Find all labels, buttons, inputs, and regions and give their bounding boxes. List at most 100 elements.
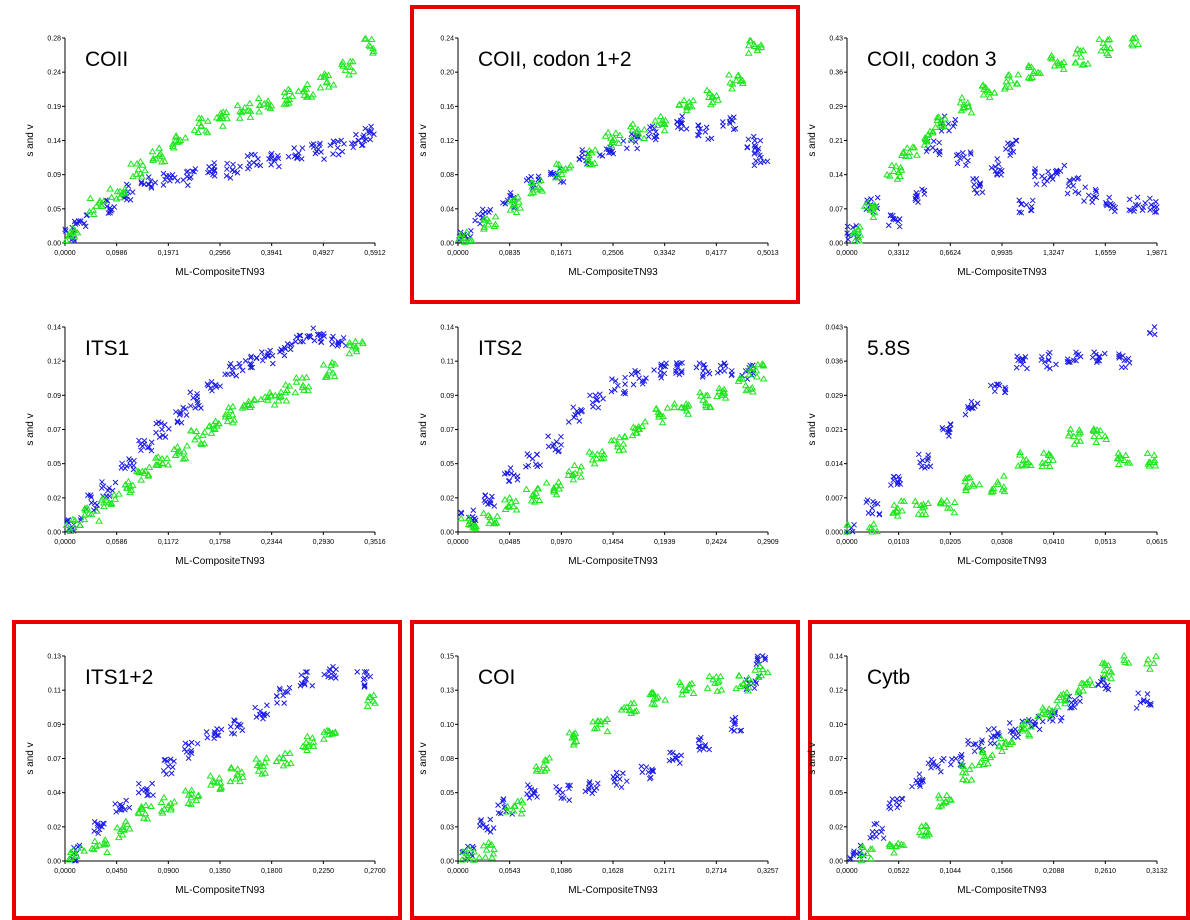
x-tick-label: 0,2610 [1095,868,1117,875]
data-point-x [1126,207,1132,213]
data-point-triangle [1079,46,1088,54]
data-point-triangle [871,201,879,209]
data-point-x [182,406,189,412]
x-tick-label: 0,3312 [888,250,910,257]
data-point-x [937,768,944,775]
data-point-triangle [87,510,96,517]
chart-title: COII, codon 3 [867,48,997,71]
data-point-triangle [920,141,929,148]
data-point-triangle [896,172,904,179]
data-point-triangle [235,114,244,121]
data-point-x [1067,178,1073,185]
data-point-x [597,152,603,158]
data-point-x [206,168,213,175]
data-point-x [239,367,246,374]
x-tick-label: 1,6559 [1095,250,1117,257]
data-point-x [334,343,341,349]
data-point-triangle [1014,70,1023,78]
data-point-x [172,409,179,415]
data-point-x [311,337,318,344]
data-point-x [674,124,681,130]
data-point-x [153,420,160,427]
data-point-x [1045,168,1052,175]
data-point-triangle [281,92,290,100]
data-point-triangle [1100,43,1109,51]
data-point-triangle [942,791,951,798]
data-point-triangle [303,93,312,100]
data-point-triangle [1149,659,1158,666]
data-point-x [148,183,155,189]
data-point-x [971,186,978,193]
data-point-triangle [1134,40,1143,47]
data-point-x [246,163,253,170]
data-point-x [1014,734,1021,741]
data-point-x [939,757,945,764]
data-point-x [104,203,110,210]
data-point-x [340,334,347,341]
chart-title: Cytb [867,666,910,689]
y-tick-label: 0.00 [47,241,61,248]
x-tick-label: 0,2506 [602,250,624,257]
data-point-x [695,122,702,129]
data-point-x [119,460,125,467]
data-point-triangle [76,521,85,529]
data-point-x [285,153,292,160]
data-point-x [158,420,165,427]
data-point-triangle [349,67,358,75]
data-point-x [458,510,465,517]
y-tick-label: 0.24 [440,36,454,43]
data-point-triangle [744,41,753,49]
x-tick-label: 0,1454 [602,539,624,546]
data-point-triangle [263,100,272,107]
data-point-triangle [247,401,256,409]
data-point-triangle [64,232,73,239]
data-point-x [138,179,145,185]
data-point-triangle [611,129,620,136]
data-point-triangle [89,210,98,218]
x-axis-title: ML-CompositeTN93 [568,556,658,567]
data-point-triangle [292,378,301,385]
data-point-x [224,371,231,378]
data-point-triangle [107,500,116,507]
data-point-triangle [92,507,101,514]
data-point-x [525,175,532,182]
data-point-triangle [854,226,862,234]
data-point-x [266,156,272,162]
x-tick-label: 0,2956 [209,250,231,257]
y-tick-label: 0.14 [440,325,454,332]
series-triangle [454,36,766,245]
x-tick-label: 0,1671 [551,250,573,257]
data-point-triangle [746,37,755,44]
data-point-x [85,492,91,499]
data-point-x [732,125,739,132]
data-point-triangle [197,440,206,448]
data-point-x [1077,698,1083,705]
data-point-triangle [192,427,201,434]
x-tick-label: 0,2930 [313,539,335,546]
data-point-triangle [366,42,375,50]
data-point-triangle [899,148,908,155]
data-point-triangle [885,172,894,179]
data-point-triangle [979,90,988,98]
data-point-x [474,211,481,218]
data-point-x [1147,195,1153,202]
data-point-triangle [257,395,265,403]
x-tick-label: 0,0986 [106,250,128,257]
series-triangle [62,34,378,244]
data-point-x [296,332,303,339]
data-point-triangle [1027,63,1036,70]
data-point-x [974,190,980,197]
data-point-triangle [299,381,307,389]
x-axis-title: ML-CompositeTN93 [175,556,265,567]
data-point-x [298,156,305,162]
data-point-x [291,145,298,151]
data-point-triangle [511,195,519,203]
data-point-triangle [282,100,291,107]
data-point-x [1127,207,1134,214]
data-point-x [1008,141,1014,148]
data-point-triangle [725,71,733,78]
series-x [64,325,349,534]
data-point-triangle [980,85,988,92]
data-point-triangle [300,85,309,93]
data-point-x [998,167,1005,174]
